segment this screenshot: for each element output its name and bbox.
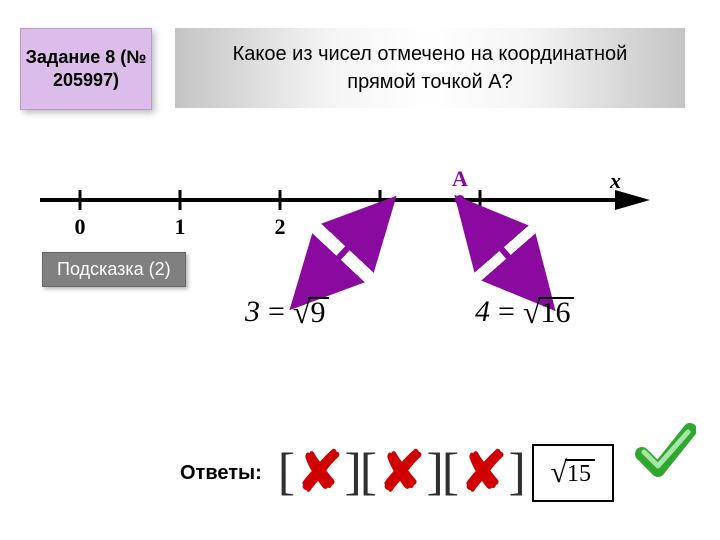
- correct-check-icon: [632, 418, 696, 482]
- point-a-dot: [455, 195, 465, 205]
- formula-right: 4 = √ 16: [475, 295, 574, 329]
- tick-label-0: 0: [75, 214, 86, 240]
- number-line: 0 1 2 3 4 А x: [40, 170, 660, 250]
- bracket-icon: [: [442, 442, 459, 501]
- bracket-icon: [: [278, 442, 295, 501]
- wrong-mark-icon: ✘: [378, 445, 425, 501]
- axis-x-label: x: [610, 168, 621, 194]
- equals-icon: =: [268, 295, 285, 329]
- tick-label-4: 4: [475, 214, 486, 240]
- sqrt-icon: √ 9: [293, 297, 330, 327]
- question-text: Какое из чисел отмечено на координатной …: [199, 40, 661, 96]
- point-a-label: А: [452, 166, 468, 192]
- tick-label-1: 1: [175, 214, 186, 240]
- number-line-svg: [40, 170, 660, 250]
- wrong-mark-icon: ✘: [296, 445, 343, 501]
- hint-label: Подсказка (2): [57, 259, 171, 279]
- answer-option-1[interactable]: [ ✘ ]: [286, 444, 354, 502]
- wrong-mark-icon: ✘: [460, 445, 507, 501]
- answer-4-radicand: 15: [565, 459, 595, 487]
- answers-row: Ответы: [ ✘ ] [ ✘ ] [ ✘ ] √ 15: [180, 444, 614, 502]
- task-label: Задание 8 (№ 205997): [21, 46, 151, 93]
- equals-icon: =: [498, 295, 515, 329]
- bracket-icon: ]: [508, 442, 525, 501]
- sqrt-icon: √ 16: [523, 297, 575, 327]
- answers-label: Ответы:: [180, 462, 262, 485]
- formula-right-lhs: 4: [475, 295, 490, 329]
- tick-label-3: 3: [375, 214, 386, 240]
- formula-left-radicand: 9: [308, 297, 329, 327]
- hint-button[interactable]: Подсказка (2): [42, 252, 186, 287]
- task-badge: Задание 8 (№ 205997): [20, 28, 152, 110]
- answer-option-3[interactable]: [ ✘ ]: [450, 444, 518, 502]
- formula-left: 3 = √ 9: [245, 295, 329, 329]
- answer-option-2[interactable]: [ ✘ ]: [368, 444, 436, 502]
- formula-left-lhs: 3: [245, 295, 260, 329]
- answer-option-4[interactable]: √ 15: [532, 444, 614, 502]
- question-bar: Какое из чисел отмечено на координатной …: [175, 28, 685, 108]
- sqrt-icon: √ 15: [551, 459, 595, 487]
- bracket-icon: [: [360, 442, 377, 501]
- tick-label-2: 2: [275, 214, 286, 240]
- formula-right-radicand: 16: [538, 297, 574, 327]
